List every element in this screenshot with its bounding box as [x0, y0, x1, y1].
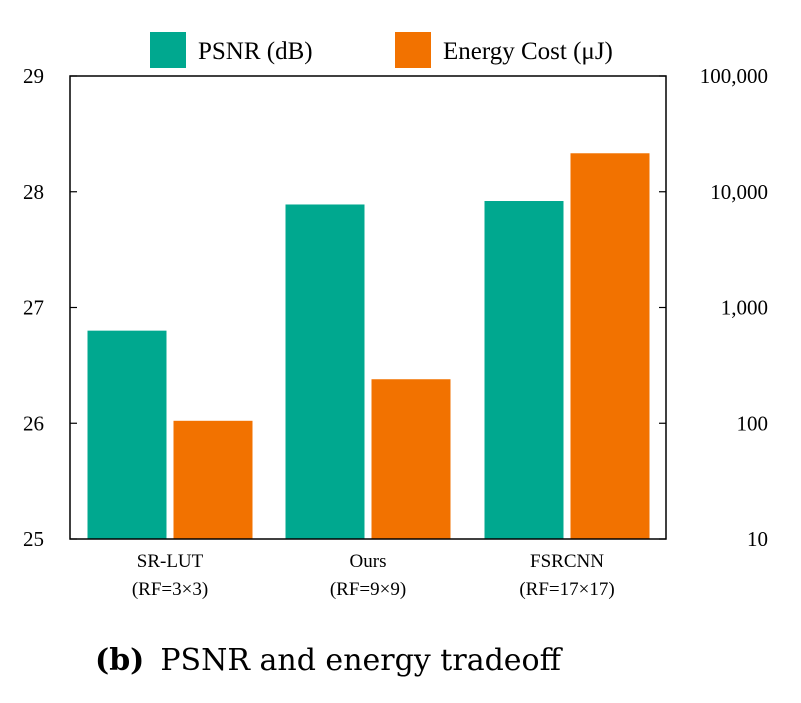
- category-label: SR-LUT: [137, 551, 204, 572]
- right-tick-label: 10: [747, 527, 768, 551]
- bar-energy-sr-lut: [173, 420, 253, 539]
- bar-psnr-ours: [285, 204, 365, 540]
- category-labels: SR-LUT (RF=3×3) Ours (RF=9×9) FSRCNN (RF=17×1…: [132, 551, 615, 600]
- left-tick-label: 26: [23, 411, 44, 435]
- legend-label-psnr: PSNR (dB): [198, 38, 313, 65]
- right-tick-label: 100: [737, 411, 769, 435]
- category-sublabel: (RF=3×3): [132, 579, 208, 600]
- right-axis-ticks: 10 100 1,000 10,000 100,000: [659, 64, 768, 551]
- caption-prefix: (b): [95, 643, 144, 678]
- right-tick-label: 10,000: [710, 180, 768, 204]
- bars-group: [87, 153, 650, 540]
- bar-psnr-fsrcnn: [484, 201, 564, 539]
- bar-psnr-sr-lut: [87, 330, 167, 539]
- left-tick-label: 28: [23, 180, 44, 204]
- right-tick-label: 1,000: [721, 296, 768, 320]
- legend: PSNR (dB) Energy Cost (μJ): [150, 32, 613, 68]
- caption-text: PSNR and energy tradeoff: [160, 643, 563, 678]
- legend-label-energy: Energy Cost (μJ): [443, 38, 613, 65]
- left-tick-label: 29: [23, 64, 44, 88]
- legend-swatch-energy: [395, 32, 431, 68]
- category-label: Ours: [350, 551, 387, 572]
- bar-energy-fsrcnn: [570, 153, 650, 539]
- caption: (b) PSNR and energy tradeoff: [95, 643, 564, 678]
- legend-swatch-psnr: [150, 32, 186, 68]
- right-tick-label: 100,000: [700, 64, 768, 88]
- category-label: FSRCNN: [530, 551, 604, 572]
- plot-frame: [69, 75, 667, 540]
- category-sublabel: (RF=9×9): [330, 579, 406, 600]
- left-tick-label: 25: [23, 527, 44, 551]
- left-axis-ticks: 25 26 27 28 29: [23, 64, 77, 551]
- bar-energy-ours: [371, 379, 451, 539]
- category-sublabel: (RF=17×17): [519, 579, 614, 600]
- left-tick-label: 27: [23, 296, 44, 320]
